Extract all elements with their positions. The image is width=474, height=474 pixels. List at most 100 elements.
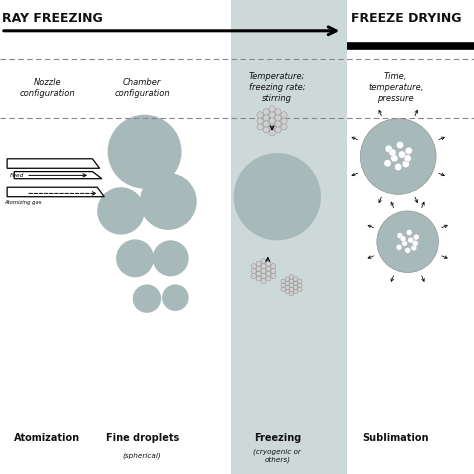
Circle shape bbox=[261, 264, 266, 269]
Circle shape bbox=[389, 149, 396, 156]
Circle shape bbox=[266, 266, 271, 271]
Bar bbox=[231, 0, 347, 474]
Circle shape bbox=[402, 160, 410, 168]
Text: Time,
temperature,
pressure: Time, temperature, pressure bbox=[368, 72, 423, 103]
Circle shape bbox=[289, 287, 294, 292]
Circle shape bbox=[285, 281, 290, 285]
Circle shape bbox=[261, 259, 266, 264]
Circle shape bbox=[385, 145, 392, 153]
Circle shape bbox=[289, 292, 294, 296]
Circle shape bbox=[251, 269, 256, 273]
Text: Fine droplets: Fine droplets bbox=[106, 433, 179, 444]
Text: Temperature;
freezing rate;
stirring: Temperature; freezing rate; stirring bbox=[249, 72, 306, 103]
Text: Chamber
configuration: Chamber configuration bbox=[114, 78, 170, 98]
Circle shape bbox=[396, 245, 402, 250]
Circle shape bbox=[281, 287, 285, 292]
Circle shape bbox=[261, 278, 266, 283]
Circle shape bbox=[293, 285, 298, 290]
Circle shape bbox=[257, 124, 263, 130]
Circle shape bbox=[405, 247, 410, 253]
Circle shape bbox=[251, 273, 256, 279]
Circle shape bbox=[293, 290, 298, 294]
Circle shape bbox=[256, 276, 261, 281]
Circle shape bbox=[271, 269, 276, 273]
Circle shape bbox=[251, 264, 256, 269]
Circle shape bbox=[412, 240, 418, 246]
Circle shape bbox=[263, 109, 269, 115]
Circle shape bbox=[97, 187, 145, 235]
Text: Nozzle
configuration: Nozzle configuration bbox=[19, 78, 75, 98]
Circle shape bbox=[401, 240, 408, 246]
Polygon shape bbox=[7, 187, 104, 197]
Circle shape bbox=[256, 266, 261, 271]
Circle shape bbox=[298, 287, 302, 292]
Circle shape bbox=[261, 269, 266, 273]
Circle shape bbox=[398, 151, 406, 158]
Circle shape bbox=[263, 115, 269, 121]
Circle shape bbox=[162, 284, 189, 311]
Polygon shape bbox=[7, 159, 100, 168]
Circle shape bbox=[266, 271, 271, 276]
Circle shape bbox=[289, 275, 294, 279]
Circle shape bbox=[269, 130, 275, 136]
Circle shape bbox=[405, 147, 412, 155]
Circle shape bbox=[281, 279, 285, 283]
Circle shape bbox=[108, 115, 182, 189]
Circle shape bbox=[269, 112, 275, 118]
Circle shape bbox=[285, 290, 290, 294]
Text: (cryogenic or
others): (cryogenic or others) bbox=[253, 449, 301, 463]
Circle shape bbox=[271, 273, 276, 279]
Circle shape bbox=[298, 283, 302, 288]
Circle shape bbox=[411, 245, 417, 251]
Circle shape bbox=[133, 284, 161, 313]
Circle shape bbox=[275, 109, 281, 115]
Circle shape bbox=[257, 118, 263, 124]
Text: FREEZE DRYING: FREEZE DRYING bbox=[351, 11, 461, 25]
Circle shape bbox=[271, 264, 276, 269]
Circle shape bbox=[263, 127, 269, 133]
Circle shape bbox=[266, 276, 271, 281]
Circle shape bbox=[263, 121, 269, 127]
Circle shape bbox=[408, 237, 414, 243]
Circle shape bbox=[400, 236, 406, 242]
Circle shape bbox=[269, 118, 275, 124]
Circle shape bbox=[116, 239, 154, 277]
Circle shape bbox=[289, 283, 294, 288]
Circle shape bbox=[293, 277, 298, 281]
Circle shape bbox=[234, 153, 321, 240]
Circle shape bbox=[256, 261, 261, 266]
Circle shape bbox=[257, 112, 263, 118]
Circle shape bbox=[404, 155, 411, 162]
Text: Atomizing gas: Atomizing gas bbox=[5, 201, 42, 205]
Circle shape bbox=[384, 160, 391, 167]
Circle shape bbox=[396, 141, 404, 149]
Circle shape bbox=[153, 240, 189, 276]
Text: RAY FREEZING: RAY FREEZING bbox=[2, 11, 103, 25]
Circle shape bbox=[256, 271, 261, 276]
Circle shape bbox=[281, 124, 287, 130]
Circle shape bbox=[275, 121, 281, 127]
Circle shape bbox=[394, 164, 402, 171]
Circle shape bbox=[289, 279, 294, 283]
Circle shape bbox=[275, 115, 281, 121]
Circle shape bbox=[360, 118, 436, 194]
Circle shape bbox=[266, 261, 271, 266]
Circle shape bbox=[413, 234, 419, 240]
Text: (spherical): (spherical) bbox=[123, 453, 162, 459]
Circle shape bbox=[406, 229, 412, 236]
Circle shape bbox=[377, 211, 438, 273]
Circle shape bbox=[281, 118, 287, 124]
Text: Sublimation: Sublimation bbox=[363, 433, 429, 444]
Circle shape bbox=[281, 283, 285, 288]
Text: Atomization: Atomization bbox=[14, 433, 81, 444]
Polygon shape bbox=[14, 172, 102, 179]
Circle shape bbox=[281, 112, 287, 118]
Text: Freezing: Freezing bbox=[254, 433, 301, 444]
Circle shape bbox=[391, 155, 398, 162]
Circle shape bbox=[298, 279, 302, 283]
Circle shape bbox=[285, 285, 290, 290]
Circle shape bbox=[397, 233, 403, 238]
Circle shape bbox=[269, 106, 275, 112]
Text: Feed: Feed bbox=[9, 173, 24, 178]
Circle shape bbox=[261, 273, 266, 279]
